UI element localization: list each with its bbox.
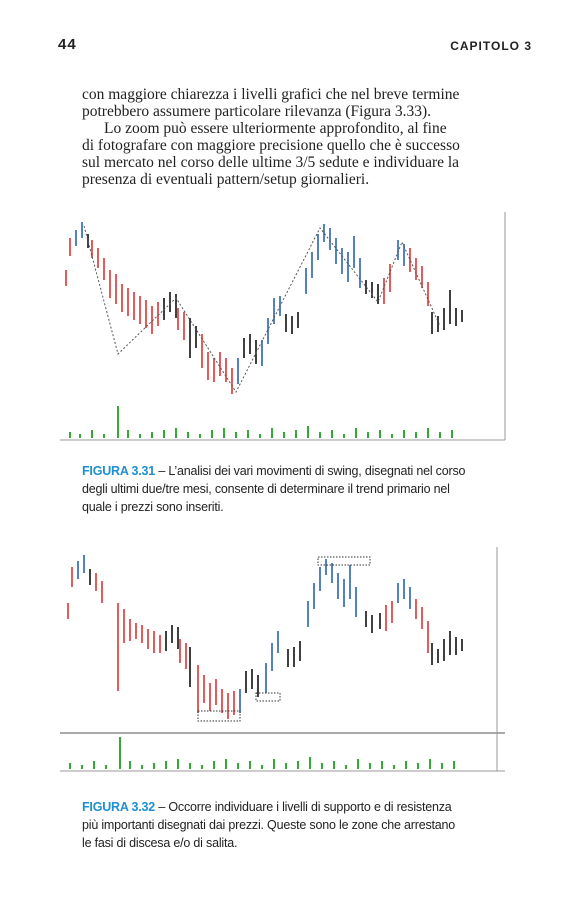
text-line: presenza di eventuali pattern/setup gior… [82, 171, 370, 188]
text-line: Lo zoom può essere ulteriormente approfo… [104, 120, 447, 137]
caption-line: – L’analisi dei vari movimenti di swing,… [158, 464, 466, 478]
text-line: potrebbero assumere particolare rilevanz… [82, 103, 432, 120]
axis [60, 547, 505, 772]
price-bars [335, 236, 361, 288]
price-bars [77, 555, 411, 713]
text-line: di fotografare con maggiore precisione q… [82, 137, 460, 154]
figure-label: FIGURA 3.32 [82, 800, 156, 814]
caption-line: più importanti disegnati dai prezzi. Que… [82, 818, 456, 832]
figure-chart [60, 212, 506, 441]
caption-line: quale i prezzi sono inseriti. [82, 500, 224, 514]
caption: FIGURA 3.31 – L’analisi dei vari movimen… [82, 462, 512, 516]
price-bars [383, 248, 429, 306]
page-number: 44 [58, 36, 77, 53]
figure-chart [60, 547, 505, 772]
caption-line: – Occorre individuare i livelli di suppo… [158, 800, 452, 814]
text-line: sul mercato nel corso delle ultime 3/5 s… [82, 154, 460, 171]
volume-bars [69, 406, 453, 438]
price-bars [385, 599, 429, 653]
caption-line: le fasi di discesa e/o di salita. [82, 836, 238, 850]
price-bars [67, 567, 235, 719]
body-text: con maggiore chiarezza i livelli grafici… [82, 86, 512, 188]
figure-label: FIGURA 3.31 [82, 464, 156, 478]
text-line: con maggiore chiarezza i livelli grafici… [82, 86, 460, 103]
price-bars [87, 234, 463, 364]
level-box [197, 556, 371, 722]
price-bars [65, 238, 233, 394]
chapter: CAPITOLO 3 [450, 39, 532, 53]
caption: FIGURA 3.32 – Occorre individuare i live… [82, 798, 512, 852]
swing-line [83, 225, 441, 394]
caption-line: degli ultimi due/tre mesi, consente di d… [82, 482, 450, 496]
axis [60, 212, 506, 441]
volume-bars [69, 737, 455, 769]
price-bars [89, 569, 463, 697]
